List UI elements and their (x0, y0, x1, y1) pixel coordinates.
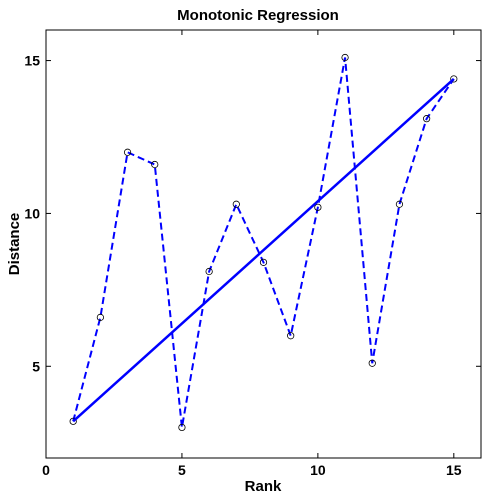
data-point (341, 53, 349, 62)
y-tick-label: 15 (24, 53, 40, 69)
data-point (69, 417, 77, 425)
series-layer (69, 53, 458, 432)
x-ticks: 0 5 10 15 (42, 30, 462, 478)
y-ticks: 5 10 15 (24, 53, 481, 374)
x-axis-label: Rank (245, 478, 282, 495)
plot-area (45, 29, 482, 459)
data-point (423, 115, 431, 123)
series-line-observed (72, 57, 455, 428)
data-point (123, 148, 132, 156)
y-axis-label: Distance (6, 213, 23, 276)
series-line-fit (72, 77, 455, 423)
x-tick-label: 5 (178, 462, 186, 478)
data-point (314, 203, 322, 211)
data-point (178, 423, 186, 432)
data-point (395, 200, 404, 208)
data-point (205, 267, 213, 276)
y-tick-label: 5 (32, 358, 40, 374)
data-point (232, 200, 240, 208)
data-point (259, 258, 268, 266)
data-point (368, 359, 376, 367)
data-point (450, 75, 458, 83)
data-point (287, 332, 295, 340)
chart-title: Monotonic Regression (177, 7, 339, 24)
x-tick-label: 10 (310, 462, 326, 478)
data-point (151, 160, 159, 169)
x-tick-label: 0 (42, 462, 50, 478)
x-tick-label: 15 (446, 462, 462, 478)
data-point (96, 313, 104, 321)
y-tick-label: 10 (24, 205, 40, 221)
